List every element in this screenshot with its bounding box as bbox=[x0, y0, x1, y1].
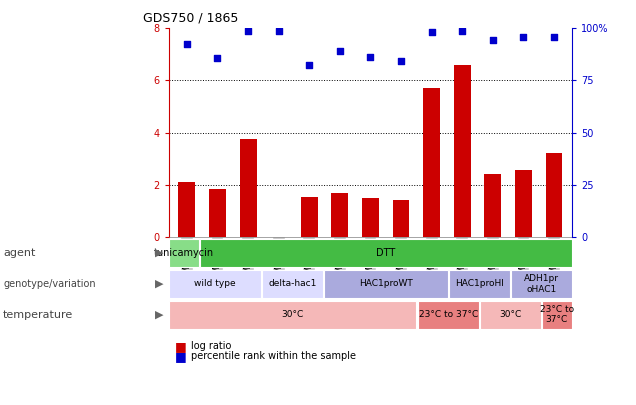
Bar bbox=[301, 196, 318, 237]
Bar bbox=[392, 200, 410, 237]
Text: ■: ■ bbox=[175, 340, 186, 353]
Point bbox=[457, 28, 467, 34]
Bar bbox=[209, 189, 226, 237]
Bar bbox=[331, 193, 349, 237]
Text: HAC1proWT: HAC1proWT bbox=[359, 279, 413, 288]
FancyBboxPatch shape bbox=[169, 301, 417, 329]
Text: HAC1proHI: HAC1proHI bbox=[455, 279, 504, 288]
Bar bbox=[423, 88, 440, 237]
Text: ▶: ▶ bbox=[155, 248, 163, 258]
Bar bbox=[179, 182, 195, 237]
Point bbox=[427, 29, 437, 36]
Point bbox=[488, 37, 498, 43]
Point bbox=[518, 34, 529, 41]
Bar bbox=[485, 174, 501, 237]
Text: wild type: wild type bbox=[195, 279, 236, 288]
FancyBboxPatch shape bbox=[480, 301, 541, 329]
FancyBboxPatch shape bbox=[542, 301, 572, 329]
Bar bbox=[362, 198, 379, 237]
FancyBboxPatch shape bbox=[263, 270, 323, 298]
Text: 30°C: 30°C bbox=[282, 310, 304, 319]
Text: log ratio: log ratio bbox=[191, 341, 231, 351]
Point bbox=[243, 28, 253, 34]
Text: ▶: ▶ bbox=[155, 279, 163, 289]
Bar bbox=[240, 139, 256, 237]
Point bbox=[212, 55, 223, 62]
FancyBboxPatch shape bbox=[511, 270, 572, 298]
Text: ▶: ▶ bbox=[155, 310, 163, 320]
Text: GDS750 / 1865: GDS750 / 1865 bbox=[143, 11, 238, 24]
Bar bbox=[546, 153, 562, 237]
Text: ■: ■ bbox=[175, 350, 186, 363]
Text: agent: agent bbox=[3, 248, 36, 258]
Point bbox=[366, 54, 376, 60]
Point bbox=[335, 47, 345, 54]
Point bbox=[396, 58, 406, 64]
Text: temperature: temperature bbox=[3, 310, 73, 320]
FancyBboxPatch shape bbox=[449, 270, 509, 298]
FancyBboxPatch shape bbox=[200, 239, 572, 267]
Text: delta-hac1: delta-hac1 bbox=[268, 279, 317, 288]
FancyBboxPatch shape bbox=[418, 301, 478, 329]
Point bbox=[549, 34, 559, 41]
FancyBboxPatch shape bbox=[169, 239, 199, 267]
Text: tunicamycin: tunicamycin bbox=[154, 248, 214, 258]
Bar bbox=[454, 65, 471, 237]
Text: DTT: DTT bbox=[377, 248, 396, 258]
Point bbox=[304, 62, 314, 68]
Point bbox=[273, 28, 284, 34]
Text: genotype/variation: genotype/variation bbox=[3, 279, 96, 289]
Point bbox=[182, 41, 192, 47]
Text: 23°C to
37°C: 23°C to 37°C bbox=[540, 305, 574, 324]
FancyBboxPatch shape bbox=[324, 270, 448, 298]
Text: 30°C: 30°C bbox=[499, 310, 522, 319]
Text: ADH1pr
oHAC1: ADH1pr oHAC1 bbox=[524, 274, 559, 294]
Text: percentile rank within the sample: percentile rank within the sample bbox=[191, 352, 356, 361]
Text: 23°C to 37°C: 23°C to 37°C bbox=[418, 310, 478, 319]
Bar bbox=[515, 171, 532, 237]
FancyBboxPatch shape bbox=[169, 270, 261, 298]
